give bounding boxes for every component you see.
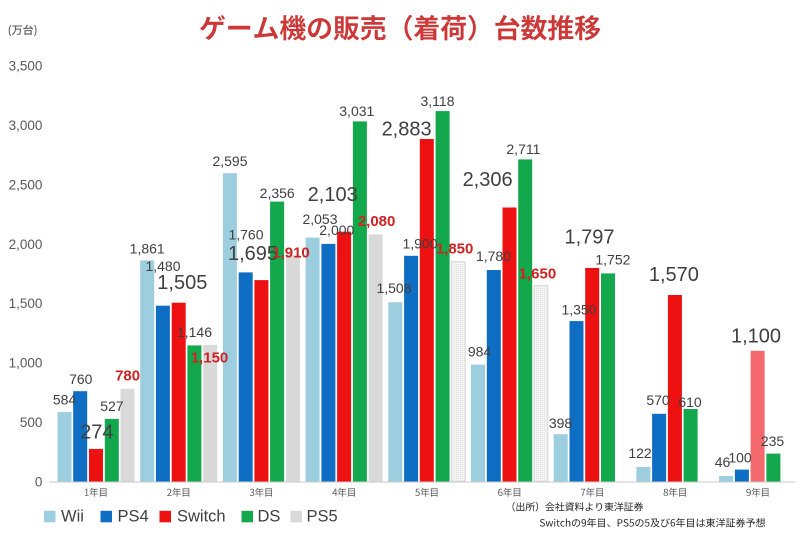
- svg-text:500: 500: [20, 415, 43, 430]
- svg-text:1,508: 1,508: [376, 280, 411, 296]
- svg-text:2,000: 2,000: [9, 237, 43, 252]
- svg-text:122: 122: [628, 445, 652, 461]
- svg-text:274: 274: [80, 422, 113, 444]
- svg-text:0: 0: [35, 474, 43, 489]
- svg-text:2,595: 2,595: [212, 153, 247, 169]
- svg-text:1,000: 1,000: [9, 356, 43, 371]
- svg-text:1,760: 1,760: [228, 226, 263, 242]
- svg-text:1,752: 1,752: [595, 252, 630, 268]
- svg-text:1,797: 1,797: [564, 227, 614, 249]
- svg-text:3,031: 3,031: [339, 103, 374, 119]
- svg-text:2,000: 2,000: [319, 222, 354, 238]
- svg-text:1,480: 1,480: [145, 258, 180, 274]
- svg-text:Switch: Switch: [177, 507, 226, 525]
- svg-text:2,306: 2,306: [463, 169, 513, 191]
- svg-text:2,500: 2,500: [9, 177, 43, 192]
- svg-text:3,500: 3,500: [9, 59, 43, 74]
- svg-text:1,570: 1,570: [649, 264, 699, 286]
- svg-text:1,350: 1,350: [561, 302, 596, 318]
- svg-text:780: 780: [115, 368, 140, 385]
- svg-text:1,146: 1,146: [177, 324, 212, 340]
- svg-text:1,505: 1,505: [157, 272, 207, 294]
- svg-text:3,118: 3,118: [421, 93, 455, 109]
- svg-text:2,053: 2,053: [302, 211, 337, 227]
- svg-text:DS: DS: [258, 507, 281, 525]
- svg-text:PS5: PS5: [307, 507, 338, 525]
- svg-text:235: 235: [761, 433, 785, 449]
- svg-text:100: 100: [728, 450, 752, 466]
- svg-text:610: 610: [678, 394, 702, 410]
- svg-text:46: 46: [715, 454, 731, 470]
- svg-text:2,080: 2,080: [358, 213, 396, 230]
- svg-text:984: 984: [468, 344, 492, 360]
- svg-text:1,780: 1,780: [476, 248, 511, 264]
- svg-text:2,103: 2,103: [308, 184, 358, 206]
- svg-text:398: 398: [549, 415, 573, 431]
- svg-text:Wii: Wii: [61, 507, 84, 525]
- svg-text:1,850: 1,850: [436, 240, 474, 257]
- svg-text:1,910: 1,910: [272, 244, 310, 261]
- svg-text:1,100: 1,100: [731, 326, 781, 348]
- svg-text:1,900: 1,900: [402, 236, 437, 252]
- svg-text:760: 760: [69, 371, 93, 387]
- svg-text:570: 570: [646, 392, 670, 408]
- svg-text:1,150: 1,150: [191, 349, 229, 366]
- svg-text:2,883: 2,883: [382, 119, 432, 141]
- svg-text:3,000: 3,000: [9, 118, 43, 133]
- svg-text:584: 584: [53, 392, 77, 408]
- svg-text:2,711: 2,711: [506, 141, 540, 157]
- svg-text:2,356: 2,356: [260, 185, 295, 201]
- svg-text:1,695: 1,695: [228, 243, 278, 265]
- svg-text:PS4: PS4: [118, 507, 149, 525]
- svg-text:1,861: 1,861: [130, 240, 165, 256]
- svg-text:1,500: 1,500: [9, 296, 43, 311]
- svg-text:527: 527: [100, 398, 124, 414]
- svg-text:1,650: 1,650: [519, 265, 557, 282]
